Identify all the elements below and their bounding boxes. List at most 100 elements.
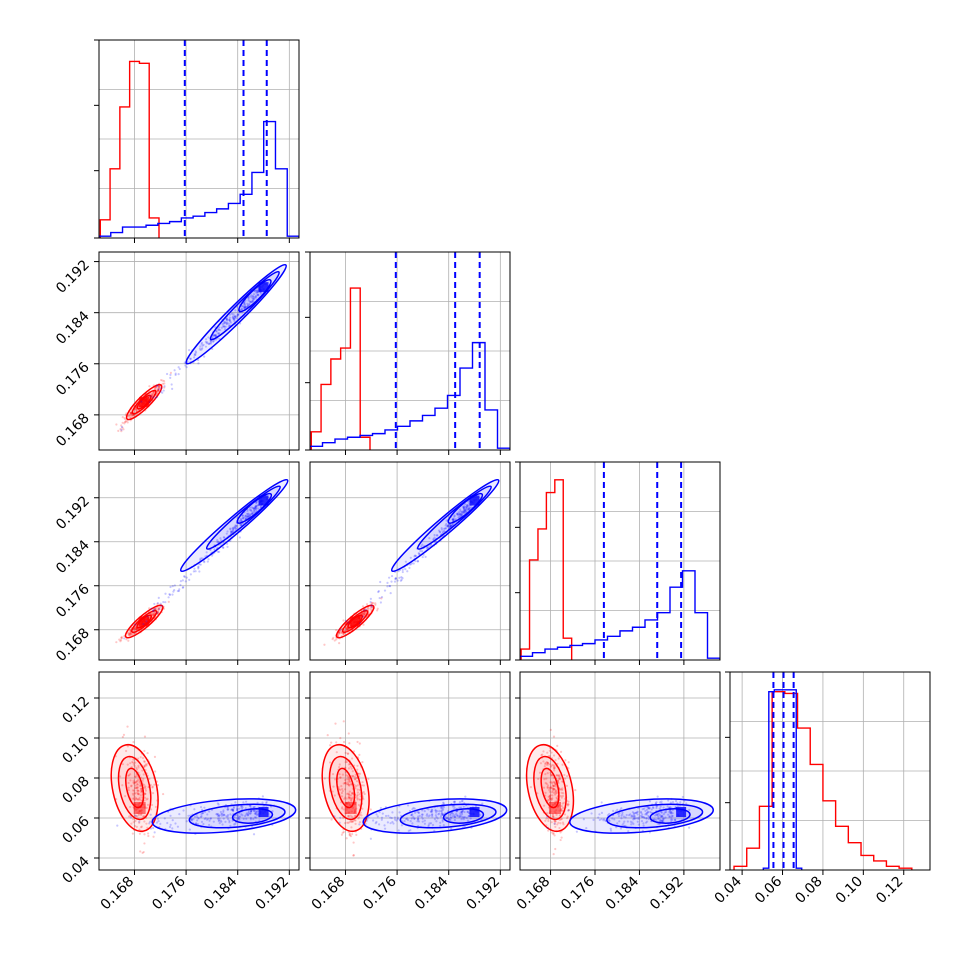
- scatter-point: [335, 741, 338, 744]
- scatter-point: [219, 810, 222, 814]
- scatter-point: [427, 808, 430, 811]
- scatter-point: [401, 568, 404, 571]
- scatter-point: [216, 540, 219, 544]
- scatter-point: [236, 808, 239, 812]
- scatter-point: [197, 565, 200, 568]
- scatter-point: [129, 631, 132, 635]
- scatter-point: [399, 579, 402, 582]
- scatter-point: [212, 334, 215, 337]
- scatter-point: [409, 556, 412, 559]
- scatter-point: [129, 413, 133, 416]
- scatter-point: [662, 817, 665, 820]
- scatter-point: [250, 513, 253, 516]
- scatter-point: [657, 812, 660, 815]
- scatter-point: [343, 781, 347, 785]
- scatter-point: [128, 632, 131, 635]
- scatter-point: [449, 816, 452, 819]
- scatter-point: [549, 773, 553, 776]
- scatter-point: [356, 793, 359, 797]
- scatter-point: [222, 813, 226, 816]
- scatter-point: [353, 815, 356, 818]
- scatter-point: [189, 357, 192, 360]
- scatter-point: [171, 819, 174, 822]
- scatter-point: [389, 816, 392, 819]
- scatter-point: [242, 305, 245, 309]
- scatter-point: [567, 808, 570, 812]
- scatter-point: [358, 798, 361, 801]
- scatter-point: [554, 792, 557, 795]
- scatter-point: [244, 306, 247, 309]
- scatter-point: [342, 619, 345, 622]
- scatter-point: [218, 817, 221, 820]
- scatter-point: [551, 815, 555, 818]
- scatter-point: [413, 817, 416, 820]
- scatter-point: [340, 833, 344, 836]
- scatter-point: [157, 389, 160, 392]
- scatter-point: [656, 817, 660, 820]
- scatter-point: [147, 834, 150, 838]
- scatter-point: [163, 386, 166, 389]
- scatter-point: [232, 529, 235, 532]
- scatter-point: [130, 633, 133, 636]
- scatter-point: [664, 810, 668, 814]
- scatter-point: [121, 763, 124, 766]
- scatter-point: [659, 818, 662, 822]
- scatter-point: [249, 818, 253, 821]
- scatter-point: [122, 733, 126, 736]
- scatter-point: [462, 506, 465, 510]
- scatter-point: [546, 761, 549, 765]
- scatter-point: [331, 637, 334, 641]
- scatter-point: [671, 818, 674, 821]
- scatter-point: [466, 810, 469, 813]
- scatter-point: [411, 808, 414, 811]
- scatter-point: [380, 596, 384, 599]
- scatter-point: [167, 600, 170, 603]
- scatter-point: [347, 792, 350, 795]
- scatter-point: [575, 830, 578, 833]
- scatter-point: [231, 316, 234, 319]
- scatter-point: [136, 783, 139, 786]
- scatter-point: [545, 777, 548, 780]
- scatter-point: [369, 808, 372, 811]
- scatter-point: [223, 813, 226, 817]
- scatter-point: [185, 820, 188, 823]
- scatter-point: [451, 518, 454, 521]
- scatter-point: [354, 784, 358, 788]
- scatter-point: [212, 820, 215, 823]
- scatter-point: [632, 818, 635, 821]
- scatter-point: [398, 811, 401, 814]
- x-tick-label-p4-1: 0.06: [752, 873, 785, 906]
- scatter-point: [351, 775, 355, 778]
- scatter-point: [598, 813, 601, 816]
- scatter-point: [654, 814, 657, 817]
- scatter-point: [150, 394, 154, 397]
- scatter-point: [552, 781, 555, 784]
- scatter-point: [631, 811, 634, 814]
- scatter-point: [240, 813, 243, 816]
- scatter-point: [554, 825, 557, 828]
- scatter-point: [168, 593, 171, 596]
- scatter-point: [459, 812, 462, 815]
- scatter-point: [243, 305, 247, 308]
- scatter-point: [433, 536, 436, 539]
- scatter-point: [135, 409, 138, 413]
- scatter-point: [462, 505, 465, 509]
- scatter-point: [567, 803, 570, 806]
- scatter-point: [548, 795, 551, 798]
- scatter-point: [248, 812, 252, 815]
- scatter-point: [210, 554, 214, 557]
- scatter-point: [460, 810, 463, 814]
- scatter-point: [363, 612, 366, 616]
- scatter-point: [347, 793, 351, 796]
- scatter-point: [466, 504, 469, 507]
- scatter-point: [156, 389, 160, 393]
- scatter-point: [426, 813, 429, 816]
- scatter-point: [441, 813, 444, 816]
- scatter-point: [120, 425, 124, 429]
- scatter-point: [226, 813, 230, 817]
- scatter-point: [230, 808, 233, 812]
- scatter-point: [250, 294, 253, 297]
- scatter-point: [390, 574, 394, 578]
- scatter-point: [647, 817, 650, 821]
- scatter-point: [190, 819, 194, 822]
